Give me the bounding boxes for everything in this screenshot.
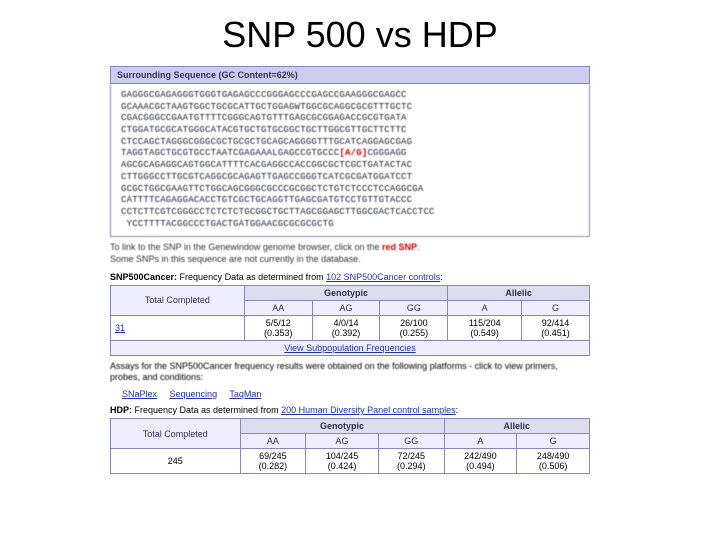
seq-line: TAGGTAGCTGCGTGCCTAATCGAGAAALGAGCCGTGCCC	[121, 148, 339, 158]
caption-text: .	[417, 242, 420, 252]
seq-line: CTGGATGCGCATGGGCATACGTGCTGTGCGGCTGCTTGGC…	[121, 125, 407, 135]
cell: 115/204 (0.549)	[448, 315, 522, 340]
snp-allele[interactable]: [A/G]	[339, 148, 367, 158]
label-text: :	[440, 272, 443, 282]
col-g: G	[522, 300, 590, 315]
col-aa: AA	[240, 434, 306, 449]
col-aa: AA	[244, 300, 312, 315]
hdp-controls-link[interactable]: 200 Human Diversity Panel control sample…	[281, 405, 456, 415]
cell: 104/245 (0.424)	[306, 449, 379, 474]
seq-line: GCAAACGCTAAGTGGCTGCGCATTGCTGGAGWTGGCGCAG…	[121, 102, 412, 112]
col-a: A	[448, 300, 522, 315]
label-bold: HDP:	[110, 405, 135, 415]
total-completed: 245	[111, 449, 241, 474]
seq-line: GAGGGCGAGAGGGTGGGTGAGAGCCCGGGAGCCCGAGCCG…	[121, 90, 407, 100]
page-title: SNP 500 vs HDP	[0, 14, 720, 56]
snp500-controls-link[interactable]: 102 SNP500Cancer controls	[326, 272, 440, 282]
cell: 92/414 (0.451)	[522, 315, 590, 340]
seq-line: CGACGGGCCGAATGTTTTCGGGCAGTGTTTGAGCGCGGAG…	[121, 113, 407, 123]
red-snp-label: red SNP	[382, 242, 417, 252]
platform-link-sequencing[interactable]: Sequencing	[170, 389, 218, 399]
cell: 5/5/12 (0.353)	[244, 315, 312, 340]
cell: 26/100 (0.255)	[380, 315, 448, 340]
seq-line: CATTTTCAGAGGACACCTGTCGCTGCAGGTTGAGCGATGT…	[121, 195, 412, 205]
cell: 4/0/14 (0.392)	[312, 315, 380, 340]
view-subpopulation-link[interactable]: View Subpopulation Frequencies	[111, 340, 590, 355]
col-genotypic: Genotypic	[244, 285, 447, 300]
col-allelic: Allelic	[448, 285, 590, 300]
platform-links: SNaPlex Sequencing TaqMan	[122, 389, 590, 399]
seq-line: AGCGCAGAGGCAGTGGCATTTTCACGAGGCCACCGGCGCT…	[121, 160, 412, 170]
col-gg: GG	[380, 300, 448, 315]
sequence-header: Surrounding Sequence (GC Content=62%)	[110, 66, 590, 84]
label-text: :	[456, 405, 459, 415]
caption-text: To link to the SNP in the Genewindow gen…	[110, 242, 382, 252]
seq-line: GCGCTGGCGAAGTTCTGGCAGCGGGCGCCCGCGGCTCTGT…	[121, 184, 423, 194]
cell: 69/245 (0.282)	[240, 449, 306, 474]
col-total: Total Completed	[111, 285, 245, 315]
label-bold: SNP500Cancer:	[110, 272, 180, 282]
col-genotypic: Genotypic	[240, 419, 444, 434]
caption-text: Some SNPs in this sequence are not curre…	[110, 254, 361, 264]
col-ag: AG	[312, 300, 380, 315]
total-completed-link[interactable]: 31	[111, 315, 245, 340]
sequence-block: GAGGGCGAGAGGGTGGGTGAGAGCCCGGGAGCCCGAGCCG…	[110, 84, 590, 237]
seq-line: CGGGAGG	[367, 148, 406, 158]
col-total: Total Completed	[111, 419, 241, 449]
caption-genewindow: To link to the SNP in the Genewindow gen…	[110, 242, 590, 265]
cell: 72/245 (0.294)	[378, 449, 444, 474]
platform-link-snaplex[interactable]: SNaPlex	[122, 389, 157, 399]
main-content: Surrounding Sequence (GC Content=62%) GA…	[110, 66, 590, 474]
col-ag: AG	[306, 434, 379, 449]
label-text: Frequency Data as determined from	[135, 405, 282, 415]
seq-line: CTTGGGCCTTGCGTCAGGCGCAGAGTTGAGCCGGGTCATC…	[121, 172, 412, 182]
seq-line: YCCTTTTACGGCCCTGACTGATGGAACGCGCGCGCTG	[121, 219, 334, 229]
col-g: G	[517, 434, 590, 449]
hdp-frequency-table: Total Completed Genotypic Allelic AA AG …	[110, 418, 590, 474]
snp500-frequency-table: Total Completed Genotypic Allelic AA AG …	[110, 285, 590, 356]
hdp-section-label: HDP: Frequency Data as determined from 2…	[110, 405, 590, 415]
label-text: Frequency Data as determined from	[180, 272, 327, 282]
platform-link-taqman[interactable]: TaqMan	[229, 389, 261, 399]
col-gg: GG	[378, 434, 444, 449]
seq-line: CCTCTTCGTCGGGCCTCTCTCTGCGGCTGCTTAGCGGAGC…	[121, 207, 435, 217]
col-allelic: Allelic	[444, 419, 589, 434]
platform-note: Assays for the SNP500Cancer frequency re…	[110, 361, 590, 384]
seq-line: CTCCAGCTAGGGCGGGCGCTGCGCTGCAGCAGGGGTTTGC…	[121, 137, 412, 147]
snp500-section-label: SNP500Cancer: Frequency Data as determin…	[110, 272, 590, 282]
col-a: A	[444, 434, 517, 449]
cell: 242/490 (0.494)	[444, 449, 517, 474]
cell: 248/490 (0.506)	[517, 449, 590, 474]
